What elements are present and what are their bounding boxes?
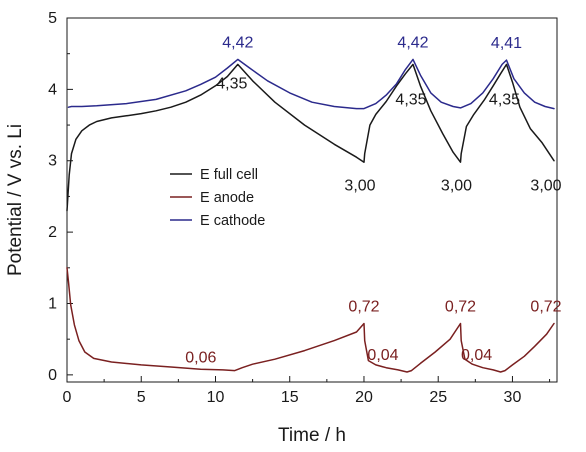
data-label: 0,72 xyxy=(530,299,561,316)
data-label: 4,42 xyxy=(222,34,253,51)
x-tick-label: 5 xyxy=(137,389,146,406)
data-label: 0,04 xyxy=(461,347,492,364)
series-layer xyxy=(66,58,555,373)
plot-area-frame xyxy=(66,17,558,383)
x-tick-label: 30 xyxy=(504,389,522,406)
legend-label: E full cell xyxy=(200,167,258,183)
axis-ticks: 0 5 10 15 20 25 30 0 1 2 3 4 5 xyxy=(48,10,551,406)
data-label: 4,35 xyxy=(216,75,247,92)
legend: E full cell E anode E cathode xyxy=(170,167,265,229)
legend-label: E anode xyxy=(200,190,254,206)
legend-label: E cathode xyxy=(200,213,265,229)
y-tick-label: 0 xyxy=(48,367,57,384)
data-label: 4,42 xyxy=(397,34,428,51)
data-label: 4,35 xyxy=(489,91,520,108)
data-label: 0,04 xyxy=(367,347,398,364)
x-tick-label: 20 xyxy=(355,389,373,406)
data-label: 3,00 xyxy=(344,178,375,195)
x-axis-title: Time / h xyxy=(278,425,346,446)
y-tick-label: 3 xyxy=(48,153,57,170)
y-tick-label: 2 xyxy=(48,224,57,241)
x-tick-label: 25 xyxy=(429,389,447,406)
data-label: 0,72 xyxy=(348,299,379,316)
y-tick-label: 1 xyxy=(48,295,57,312)
data-label: 4,35 xyxy=(395,91,426,108)
series-line-e-anode xyxy=(66,267,555,373)
series-line-e-full-cell xyxy=(66,63,555,212)
y-tick-label: 4 xyxy=(48,81,57,98)
x-tick-label: 15 xyxy=(281,389,299,406)
series-line-e-cathode xyxy=(67,58,555,110)
y-tick-label: 5 xyxy=(48,10,57,27)
data-label: 3,00 xyxy=(530,178,561,195)
y-axis-title: Potential / V vs. Li xyxy=(5,124,26,276)
x-tick-label: 10 xyxy=(207,389,225,406)
data-label: 0,06 xyxy=(185,350,216,367)
x-tick-label: 0 xyxy=(63,389,72,406)
data-label: 4,41 xyxy=(491,35,522,52)
data-label: 3,00 xyxy=(441,178,472,195)
annotation-layer: 4,42 4,42 4,41 4,35 4,35 4,35 3,00 3,00 3,00 0,72… xyxy=(185,34,561,366)
data-label: 0,72 xyxy=(445,299,476,316)
